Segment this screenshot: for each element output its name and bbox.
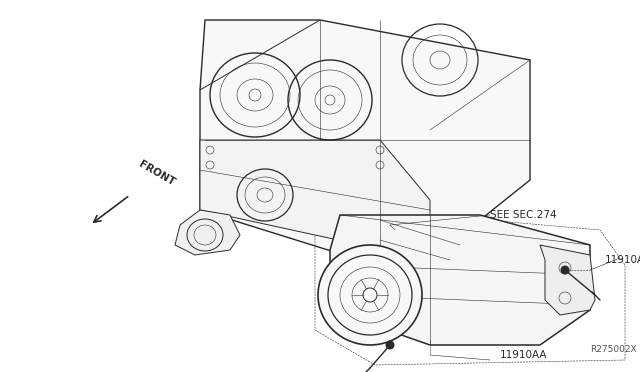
Text: 11910AA: 11910AA bbox=[500, 350, 547, 360]
Text: FRONT: FRONT bbox=[137, 160, 177, 188]
Polygon shape bbox=[175, 210, 240, 255]
Text: R275002X: R275002X bbox=[590, 346, 637, 355]
Polygon shape bbox=[540, 245, 595, 315]
Ellipse shape bbox=[318, 245, 422, 345]
Text: SEE SEC.274: SEE SEC.274 bbox=[490, 210, 557, 220]
Ellipse shape bbox=[561, 266, 569, 274]
Polygon shape bbox=[200, 20, 530, 260]
Polygon shape bbox=[200, 140, 430, 260]
Polygon shape bbox=[330, 215, 590, 345]
Text: 11910A: 11910A bbox=[605, 255, 640, 265]
Ellipse shape bbox=[386, 341, 394, 349]
